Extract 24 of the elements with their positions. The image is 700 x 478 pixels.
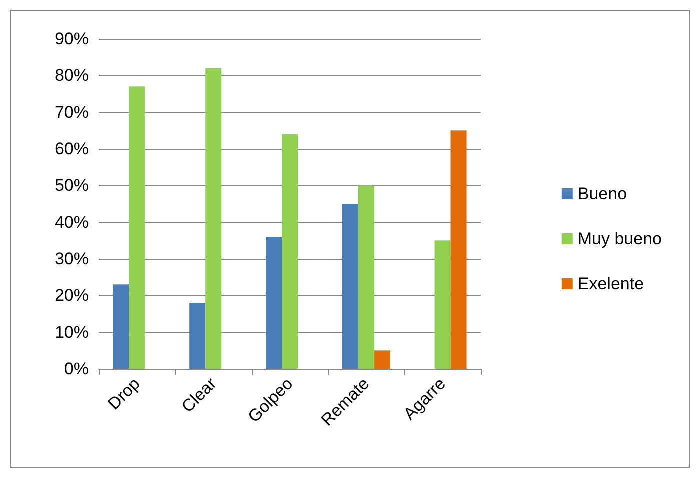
y-tick-label: 10% (54, 322, 89, 342)
y-tick-label: 80% (54, 66, 89, 86)
bar (450, 130, 467, 369)
bar (358, 186, 374, 369)
bar (282, 134, 298, 369)
legend-label: Bueno (578, 184, 628, 204)
bar (206, 68, 222, 369)
bar (374, 350, 390, 369)
y-tick-label: 70% (54, 102, 89, 122)
bar (113, 284, 130, 369)
bar (342, 204, 358, 369)
legend-label: Muy bueno (578, 230, 662, 248)
y-tick-label: 90% (54, 30, 89, 48)
bar (434, 240, 451, 369)
y-tick-label: 0% (64, 360, 89, 378)
bar (190, 303, 206, 369)
y-tick-label: 40% (54, 212, 89, 232)
bar (266, 237, 282, 369)
legend-label: Exelente (578, 274, 644, 294)
bar (129, 86, 146, 369)
y-tick-label: 20% (54, 286, 89, 306)
y-tick-label: 30% (54, 250, 89, 268)
y-tick-label: 50% (54, 176, 89, 196)
y-tick-label: 60% (54, 140, 89, 158)
